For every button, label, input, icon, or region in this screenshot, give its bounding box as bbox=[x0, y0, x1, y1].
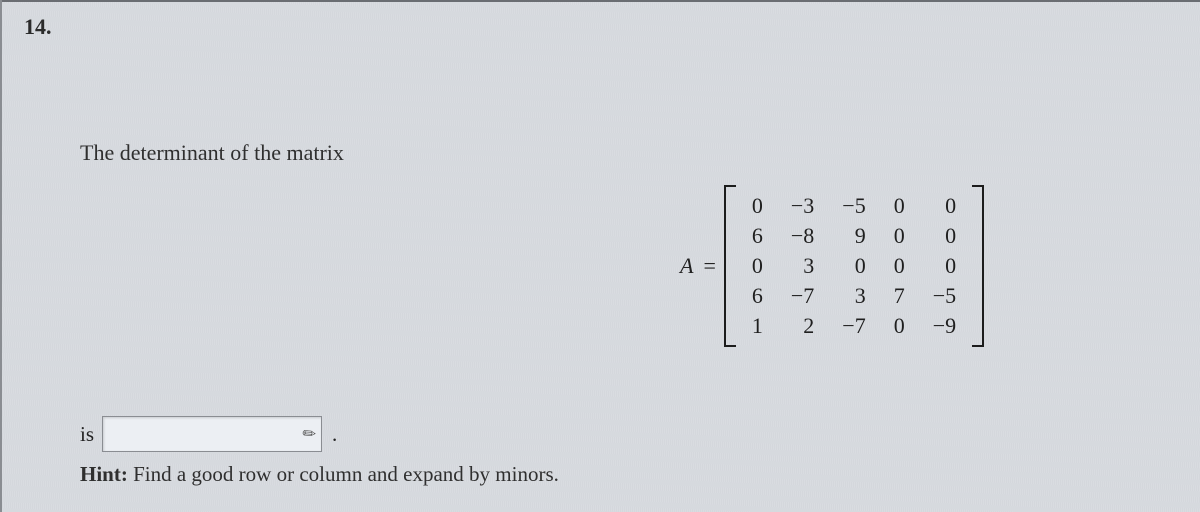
hint-line: Hint: Find a good row or column and expa… bbox=[80, 462, 559, 487]
matrix-body: 0 −3 −5 0 0 6 −8 9 0 0 0 3 0 0 0 6 bbox=[724, 185, 984, 347]
matrix-cell: 6 bbox=[738, 221, 777, 251]
matrix-row: 6 −8 9 0 0 bbox=[738, 221, 970, 251]
matrix-cell: −5 bbox=[828, 191, 879, 221]
matrix-cell: 6 bbox=[738, 281, 777, 311]
matrix-cell: 0 bbox=[880, 251, 919, 281]
matrix-equation: A = 0 −3 −5 0 0 6 −8 9 0 0 0 3 0 0 bbox=[680, 185, 984, 347]
matrix-cell: 3 bbox=[828, 281, 879, 311]
matrix-cell: 9 bbox=[828, 221, 879, 251]
matrix-left-bracket bbox=[724, 185, 736, 347]
matrix-cell: 0 bbox=[828, 251, 879, 281]
matrix-cell: −3 bbox=[777, 191, 828, 221]
matrix-cell: 0 bbox=[919, 221, 970, 251]
answer-lead-text: is bbox=[80, 422, 94, 447]
matrix-cell: 3 bbox=[777, 251, 828, 281]
matrix-row: 0 3 0 0 0 bbox=[738, 251, 970, 281]
matrix-cell: 2 bbox=[777, 311, 828, 341]
hint-text: Find a good row or column and expand by … bbox=[133, 462, 559, 486]
matrix-cell: 7 bbox=[880, 281, 919, 311]
matrix-row: 1 2 −7 0 −9 bbox=[738, 311, 970, 341]
matrix-cell: 0 bbox=[919, 251, 970, 281]
matrix-cell: 0 bbox=[880, 311, 919, 341]
matrix-row: 6 −7 3 7 −5 bbox=[738, 281, 970, 311]
matrix-cell: 0 bbox=[919, 191, 970, 221]
matrix-cell: 0 bbox=[738, 251, 777, 281]
matrix-cell: 0 bbox=[738, 191, 777, 221]
page-top-edge bbox=[0, 0, 1200, 2]
prompt-text: The determinant of the matrix bbox=[80, 140, 344, 166]
equals-sign: = bbox=[703, 253, 715, 279]
answer-line: is ✎ . bbox=[80, 416, 337, 452]
question-number: 14. bbox=[24, 14, 52, 40]
matrix-cell: −8 bbox=[777, 221, 828, 251]
answer-box-wrap: ✎ bbox=[102, 416, 322, 452]
matrix-cell: 0 bbox=[880, 191, 919, 221]
matrix-cell: −9 bbox=[919, 311, 970, 341]
matrix-cell: −5 bbox=[919, 281, 970, 311]
answer-input[interactable] bbox=[102, 416, 322, 452]
matrix-name: A bbox=[680, 253, 693, 279]
answer-trailing-text: . bbox=[332, 422, 337, 447]
hint-label: Hint: bbox=[80, 462, 128, 486]
matrix-cell: −7 bbox=[828, 311, 879, 341]
matrix-row: 0 −3 −5 0 0 bbox=[738, 191, 970, 221]
matrix-cell: 1 bbox=[738, 311, 777, 341]
matrix-cell: −7 bbox=[777, 281, 828, 311]
matrix-right-bracket bbox=[972, 185, 984, 347]
matrix-grid: 0 −3 −5 0 0 6 −8 9 0 0 0 3 0 0 0 6 bbox=[738, 191, 970, 341]
matrix-cell: 0 bbox=[880, 221, 919, 251]
page-left-edge bbox=[0, 0, 2, 512]
